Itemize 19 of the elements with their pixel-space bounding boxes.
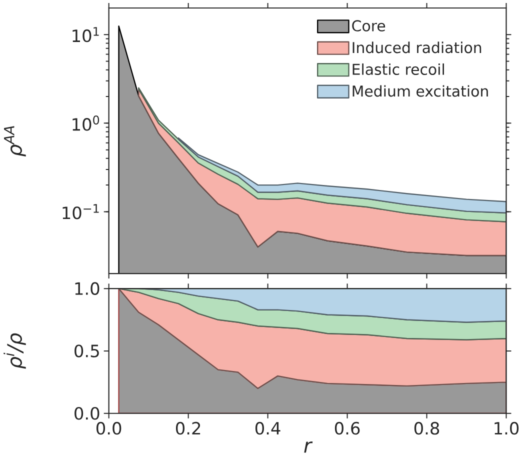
x-tick-label: 1.0 [494, 422, 519, 435]
legend-label: Induced radiation [352, 42, 482, 54]
x-axis-title: r [304, 441, 313, 452]
x-tick-label: 0.6 [334, 422, 360, 435]
y-tick-label: 0.5 [74, 344, 99, 358]
legend-label: Core [352, 20, 386, 32]
y-tick-label: 10$^{0}$ [72, 115, 100, 131]
y-tick-label: 0.0 [74, 406, 100, 420]
x-tick-label: 0.2 [176, 422, 200, 435]
x-tick-label: 0.4 [255, 422, 280, 435]
legend-label: Medium excitation [352, 85, 488, 97]
x-tick-label: 0.0 [96, 422, 122, 435]
legend-label: Elastic recoil [352, 63, 444, 75]
y-tick-label: 10$^{1}$ [72, 26, 99, 42]
y-axis-title: ρ$^{i}$/ρ [4, 333, 26, 369]
y-tick-label: 10$^{−1}$ [62, 204, 99, 220]
y-axis-title: ρ$^{AA}$ [4, 126, 26, 156]
y-tick-label: 1.0 [75, 282, 100, 295]
x-tick-label: 0.8 [414, 422, 440, 435]
